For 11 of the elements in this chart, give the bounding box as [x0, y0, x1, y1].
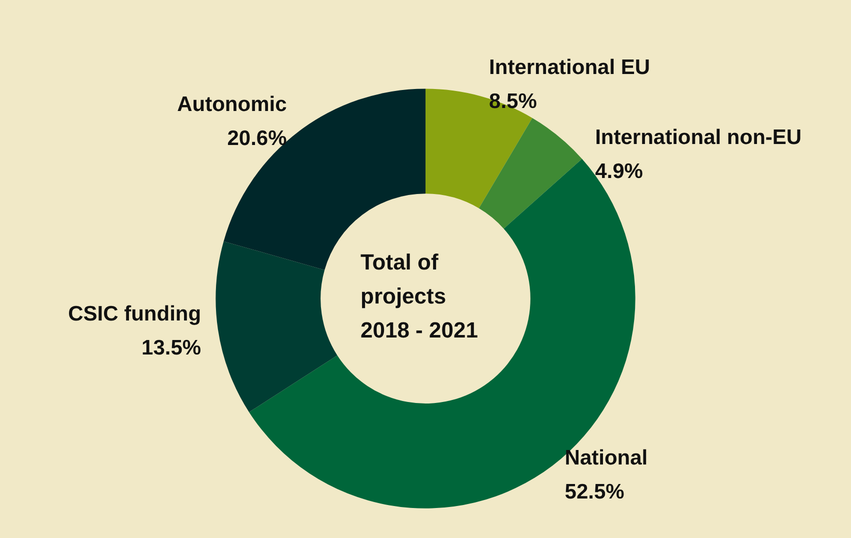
slice-label: International non-EU [595, 126, 802, 150]
slice-label: International EU [489, 56, 650, 80]
text: Total of projects 2018 - 2021 [360, 250, 478, 342]
slice-label: National [564, 446, 648, 470]
slice-label: Autonomic [177, 93, 288, 116]
data-label: 20.6% [227, 127, 288, 150]
data-label: 4.9% [595, 160, 644, 184]
slice-label: CSIC funding [68, 302, 202, 326]
data-label: 8.5% [489, 90, 538, 114]
data-label: 52.5% [564, 480, 625, 504]
data-label: 13.5% [142, 336, 202, 360]
